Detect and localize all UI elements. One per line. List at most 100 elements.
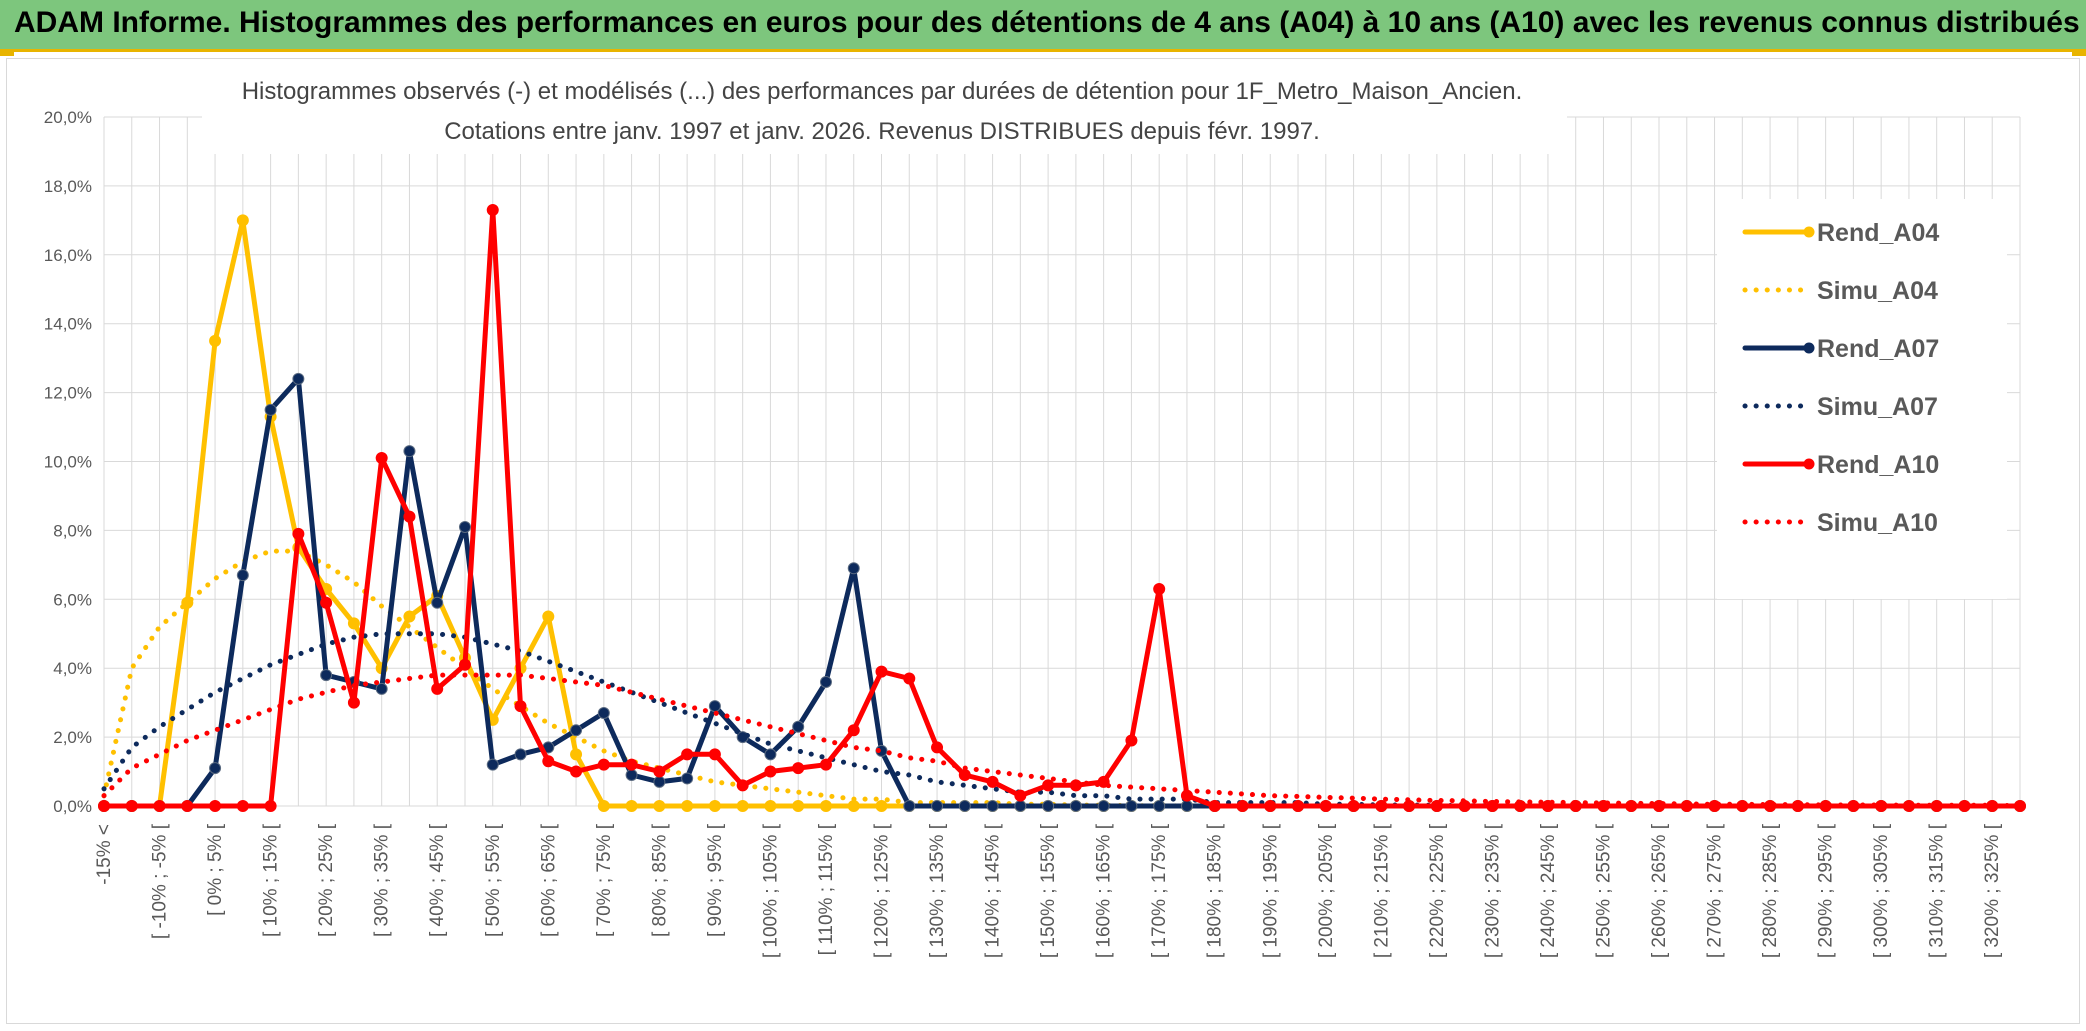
- legend-label: Rend_A07: [1817, 335, 1939, 363]
- data-point: [1319, 800, 1332, 812]
- data-point: [236, 214, 249, 227]
- data-point: [1180, 800, 1193, 812]
- chart-area: Histogrammes observés (-) et modélisés (…: [6, 58, 2080, 1024]
- title-background: [202, 59, 1567, 154]
- data-point: [958, 800, 971, 812]
- data-point: [653, 775, 666, 788]
- data-point: [1375, 800, 1388, 812]
- legend-item: Simu_A07: [1742, 393, 1938, 421]
- data-point: [1153, 582, 1166, 595]
- data-point: [403, 445, 416, 458]
- legend-background: [1717, 199, 2007, 599]
- data-point: [597, 758, 610, 771]
- x-tick-label: [ 220% ; 225% [: [1427, 823, 1448, 958]
- y-tick-label: 0,0%: [53, 797, 92, 816]
- x-axis-ticks: -15% < [ -10% ; -5% [[ 0% ; 5% [[ 10% ; 1…: [94, 823, 2003, 958]
- data-point: [1014, 789, 1027, 802]
- data-point: [1125, 800, 1138, 812]
- data-point: [681, 772, 694, 785]
- data-point: [486, 758, 499, 771]
- x-tick-label: [ 80% ; 85% [: [649, 823, 670, 937]
- x-tick-label: [ 190% ; 195% [: [1260, 823, 1281, 958]
- x-tick-label: [ 130% ; 135% [: [927, 823, 948, 958]
- legend-item: Rend_A10: [1742, 451, 1939, 479]
- header-accent-right: [2072, 52, 2086, 56]
- data-point: [209, 800, 222, 812]
- data-point: [375, 452, 388, 465]
- data-point: [292, 372, 305, 385]
- series-Simu_A10: [101, 672, 2023, 809]
- x-tick-label: [ 20% ; 25% [: [316, 823, 337, 937]
- data-point: [847, 800, 860, 812]
- data-point: [570, 724, 583, 737]
- x-tick-label: [ 110% ; 115% [: [816, 823, 837, 955]
- data-point: [431, 596, 444, 609]
- x-tick-label: [ 0% ; 5% [: [205, 823, 226, 916]
- data-point: [736, 779, 749, 792]
- data-point: [792, 762, 805, 775]
- x-tick-label: -15% <: [94, 824, 115, 885]
- data-point: [1403, 800, 1416, 812]
- data-point: [819, 675, 832, 688]
- data-point: [1430, 800, 1443, 812]
- x-tick-label: [ 250% ; 255% [: [1593, 823, 1614, 958]
- data-point: [236, 800, 249, 812]
- data-point: [458, 658, 471, 671]
- data-point: [708, 800, 721, 812]
- data-point: [292, 527, 305, 540]
- data-point: [1236, 800, 1249, 812]
- data-point: [1292, 800, 1305, 812]
- legend-item: Rend_A04: [1742, 219, 1939, 247]
- data-point: [98, 800, 110, 812]
- legend-label: Simu_A10: [1817, 509, 1938, 537]
- data-point: [542, 610, 555, 623]
- data-point: [403, 510, 416, 523]
- legend: Rend_A04 Simu_A04 Rend_A07 Simu_A07 Rend_A10…: [1742, 219, 1939, 537]
- y-tick-label: 18,0%: [44, 177, 92, 196]
- data-point: [653, 800, 666, 812]
- x-tick-label: [ 150% ; 155% [: [1038, 823, 1059, 958]
- x-tick-label: [ 60% ; 65% [: [538, 823, 559, 937]
- data-point: [542, 755, 555, 768]
- x-tick-label: [ 50% ; 55% [: [483, 823, 504, 937]
- x-tick-label: [ 10% ; 15% [: [261, 823, 282, 937]
- data-point: [764, 800, 777, 812]
- data-point: [264, 403, 277, 416]
- data-point: [792, 720, 805, 733]
- data-point: [819, 800, 832, 812]
- data-point: [1208, 800, 1221, 812]
- data-point: [1014, 800, 1027, 812]
- y-tick-label: 16,0%: [44, 246, 92, 265]
- legend-item: Rend_A07: [1742, 335, 1939, 363]
- data-point: [264, 800, 277, 812]
- data-point: [597, 706, 610, 719]
- data-point: [181, 800, 194, 812]
- data-point: [486, 204, 499, 217]
- series: [98, 204, 2026, 812]
- x-tick-label: [ 140% ; 145% [: [983, 823, 1004, 958]
- data-point: [625, 768, 638, 781]
- data-point: [320, 596, 333, 609]
- x-tick-label: [ 120% ; 125% [: [872, 823, 893, 958]
- data-point: [236, 569, 249, 582]
- x-tick-label: [ 320% ; 325% [: [1982, 823, 2003, 958]
- legend-marker: [1803, 342, 1815, 354]
- data-point: [209, 762, 222, 775]
- data-point: [1097, 800, 1110, 812]
- y-tick-label: 12,0%: [44, 384, 92, 403]
- legend-label: Simu_A07: [1817, 393, 1938, 421]
- series-line: [101, 207, 2023, 809]
- data-point: [153, 800, 166, 812]
- x-tick-label: [ 30% ; 35% [: [372, 823, 393, 937]
- x-tick-label: [ 200% ; 205% [: [1316, 823, 1337, 958]
- chart-title: Histogrammes observés (-) et modélisés (…: [242, 78, 1523, 105]
- x-tick-label: [ 70% ; 75% [: [594, 823, 615, 937]
- legend-marker: [1803, 458, 1815, 470]
- data-point: [625, 758, 638, 771]
- data-point: [764, 748, 777, 761]
- data-point: [347, 617, 360, 630]
- series-line: [101, 631, 2023, 809]
- data-point: [681, 800, 694, 812]
- legend-label: Rend_A04: [1817, 219, 1939, 247]
- data-point: [375, 682, 388, 695]
